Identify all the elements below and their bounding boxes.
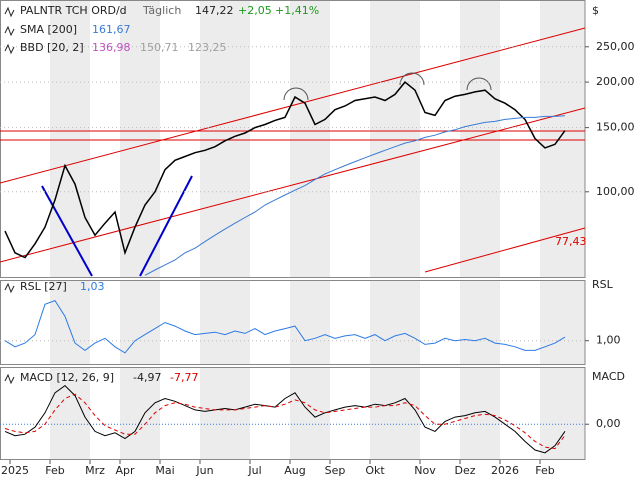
x-tick-label: Feb [535, 464, 554, 477]
panel-frame [0, 0, 586, 278]
series-line [4, 384, 566, 454]
month-band [540, 0, 585, 278]
month-band [370, 367, 420, 460]
legend-value: -7,77 [170, 371, 198, 384]
change: +2,05 [238, 4, 272, 17]
trend-line [41, 185, 93, 277]
month-band [290, 0, 330, 278]
y-tick-label: 200,00 [596, 75, 635, 88]
legend-icon [4, 373, 15, 385]
legend-icon [4, 43, 15, 55]
trend-lines [0, 27, 586, 277]
arc [466, 77, 492, 91]
title: PALNTR TCH ORD/d [20, 4, 127, 17]
series-line [4, 299, 566, 354]
x-tick-label: Mai [155, 464, 174, 477]
axis-label: $ [592, 4, 599, 17]
panel-frame [0, 280, 586, 365]
x-tick-label: Nov [414, 464, 436, 477]
legend-value: 1,03 [80, 280, 105, 293]
x-tick-label: Jun [195, 464, 213, 477]
month-band [200, 367, 250, 460]
month-band [370, 280, 420, 365]
month-band [50, 280, 90, 365]
legend-value: 161,67 [92, 23, 131, 36]
month-band [460, 280, 500, 365]
legend-label: RSL [27] [20, 280, 67, 293]
month-band [540, 280, 585, 365]
month-band [460, 367, 500, 460]
series-line [144, 115, 566, 276]
background [0, 0, 586, 460]
legend-value: 136,98 [92, 41, 131, 54]
axis-label: MACD [592, 370, 625, 383]
x-tick-label: Feb [45, 464, 64, 477]
month-band [540, 367, 585, 460]
y-tick-label: 0,00 [596, 417, 621, 430]
x-tick-label: Okt [365, 464, 385, 477]
legend-value: 123,25 [188, 41, 227, 54]
x-tick-label: Aug [284, 464, 305, 477]
x-tick-label: 2026 [491, 464, 519, 477]
subtitle: Täglich [142, 4, 181, 17]
y-tick-label: 150,00 [596, 121, 635, 134]
axis-label: RSL [592, 278, 614, 291]
legend-value: -4,97 [133, 371, 161, 384]
legend: PALNTR TCH ORD/d Täglich 147,22 +2,05 +1… [4, 4, 625, 385]
legend-icon [4, 25, 15, 37]
legend-label: BBD [20, 2] [20, 41, 84, 54]
x-tick-label: Mrz [85, 464, 105, 477]
series-line [4, 393, 566, 450]
x-tick-label: Sep [325, 464, 346, 477]
last-price: 147,22 [195, 4, 234, 17]
y-tick-label: 100,00 [596, 185, 635, 198]
month-band [120, 367, 160, 460]
month-band [200, 280, 250, 365]
trend-line [0, 107, 586, 263]
legend-label: SMA [200] [20, 23, 77, 36]
y-tick-label: 1,00 [596, 334, 621, 347]
panel-frame [0, 367, 586, 460]
change-pct: +1,41% [275, 4, 319, 17]
trend-line [139, 175, 193, 277]
x-tick-label: Apr [115, 464, 135, 477]
y-tick-label: 250,00 [596, 40, 635, 53]
trend-line [424, 227, 586, 273]
month-band [370, 0, 420, 278]
plot: 100,00 150,00 200,00 250,00 1,00 0,00 2025 Feb M… [0, 40, 635, 477]
arc [283, 87, 309, 101]
legend-label: MACD [12, 26, 9] [20, 371, 114, 384]
legend-icon [4, 6, 15, 18]
annotation: 77,43 [555, 235, 587, 248]
x-tick-label: Jul [247, 464, 261, 477]
legend-value: 150,71 [140, 41, 179, 54]
x-tick-label: 2025 [1, 464, 29, 477]
month-band [290, 280, 330, 365]
x-tick-label: Dez [454, 464, 475, 477]
trend-line [0, 27, 586, 184]
series-line [4, 81, 566, 259]
legend-icon [4, 282, 15, 294]
arc [399, 72, 425, 86]
